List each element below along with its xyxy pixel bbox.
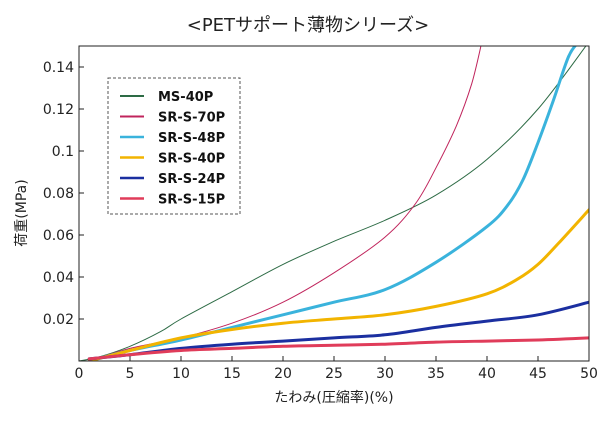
y-tick-label: 0.02 [43,312,74,328]
x-tick-label: 5 [126,366,135,382]
chart-title: <PETサポート薄物シリーズ> [187,15,430,36]
x-tick-label: 50 [580,366,598,382]
y-tick-label: 0.1 [52,144,74,160]
series-line-ms-40p [79,46,587,361]
plot-frame [78,45,590,362]
y-tick-label: 0.04 [43,270,74,286]
x-tick-label: 25 [325,366,343,382]
y-tick-label: 0.14 [43,60,74,76]
y-tick-label: 0.08 [43,186,74,202]
legend-label-sr-s-70p: SR-S-70P [158,111,225,126]
y-tick-label: 0.12 [43,102,74,118]
x-tick-label: 30 [376,366,394,382]
x-tick-label: 45 [529,366,547,382]
series-line-sr-s-40p [87,208,589,361]
x-tick-label: 40 [478,366,496,382]
x-axis-label: たわみ(圧縮率)(%) [274,389,393,406]
y-tick-label: 0.06 [43,228,74,244]
x-tick-label: 20 [274,366,292,382]
legend-label-sr-s-40p: SR-S-40P [158,152,225,167]
legend-label-sr-s-48p: SR-S-48P [158,131,225,146]
legend-box [107,77,241,215]
x-tick-label: 35 [427,366,445,382]
y-axis-label: 荷重(MPa) [14,179,30,246]
series-lines [79,46,589,361]
legend: MS-40P SR-S-70P SR-S-48P SR-S-40P SR-S-24P SR… [107,77,241,215]
legend-label-sr-s-24p: SR-S-24P [158,172,225,187]
legend-label-ms-40p: MS-40P [158,90,213,105]
x-tick-label: 0 [75,366,84,382]
x-tick-label: 15 [223,366,241,382]
series-line-sr-s-15p [87,336,589,361]
x-tick-label: 10 [172,366,190,382]
axes: 0 5 10 15 20 25 30 35 40 45 50 0.02 0.04 0.06 0.08 0.1 0… [43,60,598,382]
legend-label-sr-s-15p: SR-S-15P [158,193,225,208]
